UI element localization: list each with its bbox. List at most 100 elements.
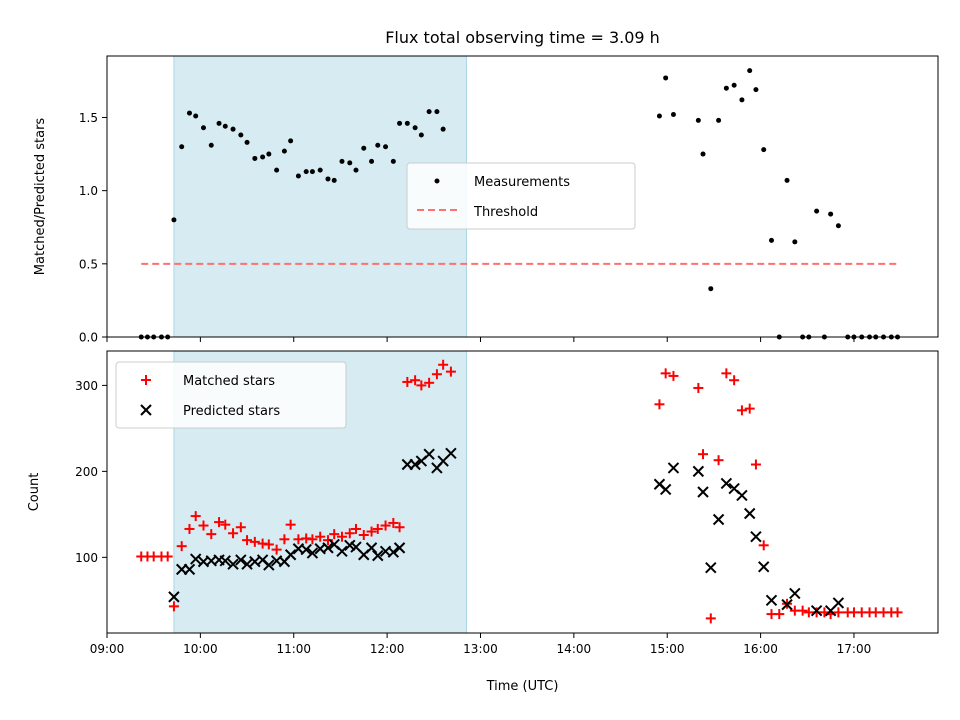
measurement-point: [792, 239, 798, 245]
measurement-point: [784, 177, 790, 183]
matched-star-point: [774, 609, 785, 620]
predicted-star-point: [743, 507, 756, 520]
measurement-point: [708, 286, 714, 292]
matched-star-point: [750, 459, 761, 470]
matched-star-point: [668, 370, 679, 381]
measurement-point: [244, 139, 250, 145]
legend-predicted-marker: [140, 404, 152, 416]
predicted-star-point: [750, 531, 762, 543]
matched-star-point: [654, 399, 665, 410]
matched-star-point: [660, 368, 671, 379]
top-legend: Measurements Threshold: [406, 162, 636, 230]
matched-star-point: [892, 607, 903, 618]
measurement-point: [339, 158, 345, 164]
matched-star-point: [833, 607, 844, 618]
predicted-star-point: [227, 558, 239, 570]
predicted-star-point: [712, 513, 725, 526]
measurement-point: [238, 132, 244, 138]
matched-star-point: [721, 368, 732, 379]
measurement-point: [383, 144, 389, 150]
measurement-point: [418, 132, 424, 138]
matched-star-point: [366, 526, 377, 537]
matched-star-point: [729, 375, 740, 386]
matched-star-point: [285, 519, 296, 530]
axes-frame: [106, 55, 939, 338]
matched-star-point: [445, 366, 456, 377]
top-y-axis-label: Matched/Predicted stars: [33, 118, 48, 276]
matched-star-point: [416, 380, 427, 391]
x-axis-label: Time (UTC): [486, 679, 559, 694]
predicted-star-point: [189, 553, 202, 565]
predicted-star-point: [758, 561, 770, 573]
predicted-star-point: [697, 486, 709, 498]
matched-star-point: [307, 534, 318, 545]
matched-star-point: [344, 528, 355, 539]
x-tick-label: 14:00: [557, 642, 592, 656]
bottom-y-axis-label: Count: [27, 473, 42, 512]
measurement-point: [828, 211, 834, 217]
measurement-point: [361, 145, 367, 151]
measurement-point: [753, 87, 759, 93]
count-series: [136, 359, 903, 624]
predicted-star-point: [423, 448, 435, 460]
predicted-star-point: [241, 558, 253, 570]
measurement-point: [440, 126, 446, 132]
matched-star-point: [249, 536, 260, 547]
matched-star-point: [242, 535, 253, 546]
top-panel: 0.0 0.5 1.0 1.5 Flux total observing time =…: [33, 28, 939, 345]
matched-star-point: [329, 529, 340, 540]
measurement-point: [222, 123, 228, 129]
predicted-star-point: [692, 465, 705, 478]
measurement-point: [193, 113, 199, 119]
matched-star-point: [358, 529, 369, 540]
predicted-star-point: [284, 549, 297, 561]
matched-star-point: [168, 601, 179, 612]
predicted-star-point: [372, 549, 384, 562]
matched-star-point: [206, 529, 217, 540]
matched-star-point: [315, 531, 326, 542]
legend-measurements-label: Measurements: [474, 175, 570, 190]
matched-star-point: [190, 511, 201, 522]
measurement-point: [700, 151, 706, 157]
measurement-point: [434, 109, 440, 115]
predicted-star-point: [219, 555, 231, 567]
measurement-point: [663, 75, 669, 81]
measurement-point: [171, 217, 177, 223]
predicted-star-point: [365, 542, 378, 554]
measurement-point: [288, 138, 294, 144]
legend-measurements-marker: [434, 178, 440, 184]
y-tick-label: 200: [75, 465, 98, 479]
measurement-point: [670, 112, 676, 118]
measurement-point: [369, 158, 375, 164]
matched-star-point: [372, 523, 383, 534]
measurement-point: [325, 176, 331, 182]
measurement-point: [295, 173, 301, 179]
predicted-star-point: [235, 554, 247, 566]
measurement-point: [281, 148, 287, 154]
legend-frame: [406, 162, 636, 230]
measurement-point: [331, 177, 337, 183]
matched-star-point: [410, 375, 421, 386]
predicted-star-point: [659, 483, 672, 496]
chart-title: Flux total observing time = 3.09 h: [385, 28, 660, 47]
matched-star-point: [758, 540, 769, 551]
legend-matched-marker: [141, 375, 151, 385]
y-tick-label: 100: [75, 551, 98, 565]
predicted-star-point: [322, 542, 334, 554]
predicted-star-point: [789, 587, 801, 600]
matched-star-point: [235, 522, 246, 533]
top-axes: 0.0 0.5 1.0 1.5: [79, 55, 939, 345]
matched-star-point: [228, 528, 239, 539]
predicted-star-point: [736, 489, 748, 502]
y-tick-label: 1.0: [79, 184, 98, 198]
y-tick-label: 0.0: [79, 331, 98, 345]
bottom-panel: 09:00 10:00 11:00 12:00 13:00 14:00 15:00 16:00…: [27, 350, 939, 694]
matched-star-point: [271, 544, 282, 555]
matched-star-point: [220, 519, 231, 530]
predicted-star-point: [720, 477, 733, 490]
x-tick-label: 17:00: [837, 642, 872, 656]
y-tick-label: 300: [75, 379, 98, 393]
predicted-star-point: [810, 604, 823, 617]
matched-star-point: [380, 520, 391, 531]
